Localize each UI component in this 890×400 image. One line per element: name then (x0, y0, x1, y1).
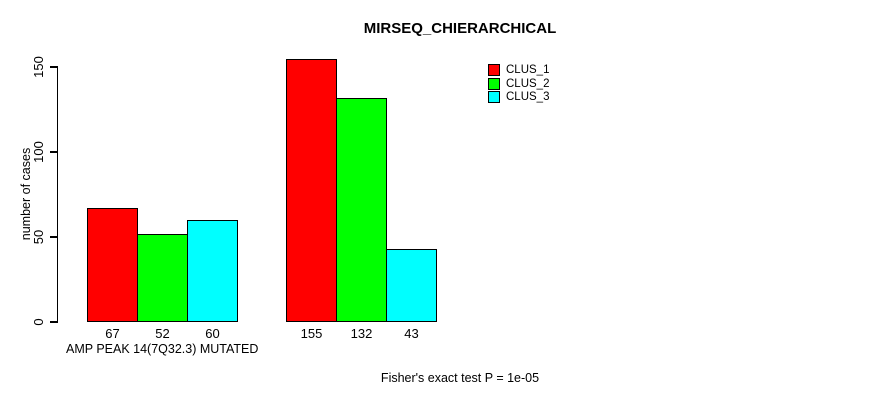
bar-clus_1-group1 (87, 208, 138, 322)
bar-clus_1-group2 (286, 58, 337, 322)
legend-swatch-icon (488, 77, 500, 90)
bar-value-label: 67 (105, 326, 120, 341)
y-tick-label: 100 (31, 141, 46, 163)
legend-item-clus_3: CLUS_3 (488, 91, 549, 104)
bar-value-label: 132 (350, 326, 373, 341)
bar-value-label: 155 (300, 326, 323, 341)
bar-clus_3-group2 (386, 248, 437, 322)
y-tick-mark (50, 151, 58, 153)
y-tick-label: 150 (31, 56, 46, 78)
legend-label: CLUS_1 (506, 64, 550, 77)
bar-clus_3-group1 (187, 220, 238, 322)
bar-value-label: 60 (205, 326, 220, 341)
legend-swatch-icon (488, 64, 500, 77)
y-tick-label: 0 (31, 318, 46, 326)
legend-item-clus_2: CLUS_2 (488, 77, 550, 91)
legend: CLUS_1 CLUS_2 CLUS_3 (488, 64, 549, 104)
bar-clus_2-group2 (336, 97, 387, 322)
legend-label: CLUS_3 (506, 91, 550, 104)
y-tick-mark (50, 321, 58, 323)
y-tick-label: 50 (31, 229, 46, 245)
legend-label: CLUS_2 (506, 77, 550, 90)
chart-title: MIRSEQ_CHIERARCHICAL (363, 20, 557, 37)
bar-value-label: 52 (155, 326, 170, 341)
y-tick-mark (50, 66, 58, 68)
bar-value-label: 43 (404, 326, 419, 341)
y-axis-line (57, 67, 59, 322)
y-tick-mark (50, 236, 58, 238)
legend-swatch-icon (488, 91, 500, 104)
fisher-test-note: Fisher's exact test P = 1e-05 (380, 371, 540, 385)
bar-clus_2-group1 (137, 233, 188, 322)
x-axis-label: AMP PEAK 14(7Q32.3) MUTATED (66, 342, 259, 356)
legend-item-clus_1: CLUS_1 (488, 64, 549, 77)
